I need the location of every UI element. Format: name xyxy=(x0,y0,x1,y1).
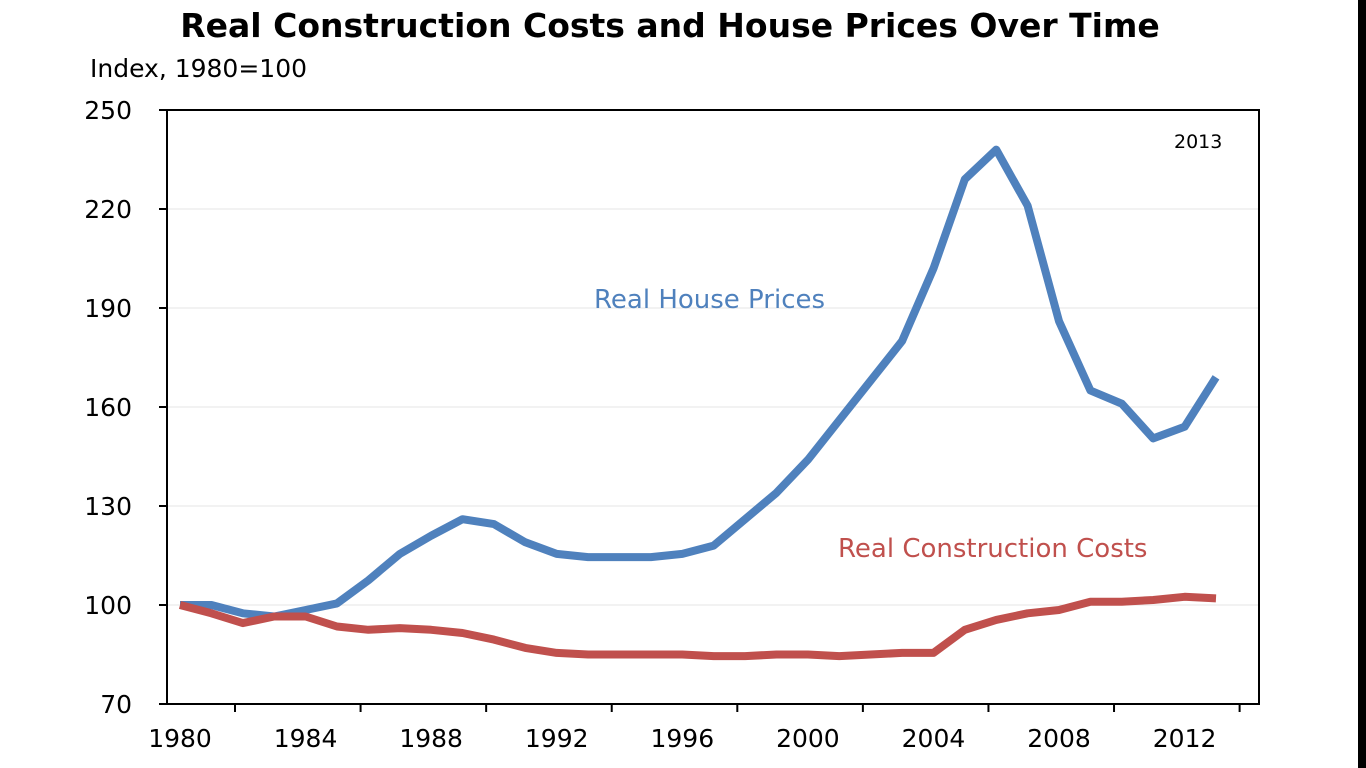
y-tick-label-190: 190 xyxy=(84,294,132,323)
x-tick-label-2004: 2004 xyxy=(902,724,966,753)
x-tick-label-1984: 1984 xyxy=(274,724,338,753)
x-tick-label-2012: 2012 xyxy=(1153,724,1217,753)
series-line-real-house-prices xyxy=(180,145,1220,621)
chart-title: Real Construction Costs and House Prices… xyxy=(180,6,1160,45)
y-tick-label-160: 160 xyxy=(84,393,132,422)
series-line-real-construction-costs xyxy=(178,592,1217,661)
y-tick-label-130: 130 xyxy=(84,492,132,521)
y-tick-label-250: 250 xyxy=(84,96,132,125)
x-tick-label-1980: 1980 xyxy=(148,724,212,753)
y-tick-label-70: 70 xyxy=(100,690,132,719)
x-tick-label-2008: 2008 xyxy=(1027,724,1091,753)
series-label-real-construction-costs: Real Construction Costs xyxy=(838,534,1147,564)
annotation-year: 2013 xyxy=(1174,131,1222,153)
y-axis: 70 100 130 160 190 220 250 xyxy=(84,96,167,719)
x-tick-label-1988: 1988 xyxy=(399,724,463,753)
x-tick-label-2000: 2000 xyxy=(776,724,840,753)
x-tick-label-1996: 1996 xyxy=(650,724,714,753)
x-tick-label-1992: 1992 xyxy=(525,724,589,753)
x-axis: 1980 1984 1988 1992 1996 2000 2004 2008 2012 xyxy=(148,704,1241,753)
y-tick-label-100: 100 xyxy=(84,591,132,620)
series-label-real-house-prices: Real House Prices xyxy=(594,285,825,315)
right-edge-border xyxy=(1358,0,1366,768)
gridlines xyxy=(167,208,1259,606)
y-axis-label: Index, 1980=100 xyxy=(90,54,308,83)
y-tick-label-220: 220 xyxy=(84,195,132,224)
series-lines xyxy=(178,145,1220,661)
